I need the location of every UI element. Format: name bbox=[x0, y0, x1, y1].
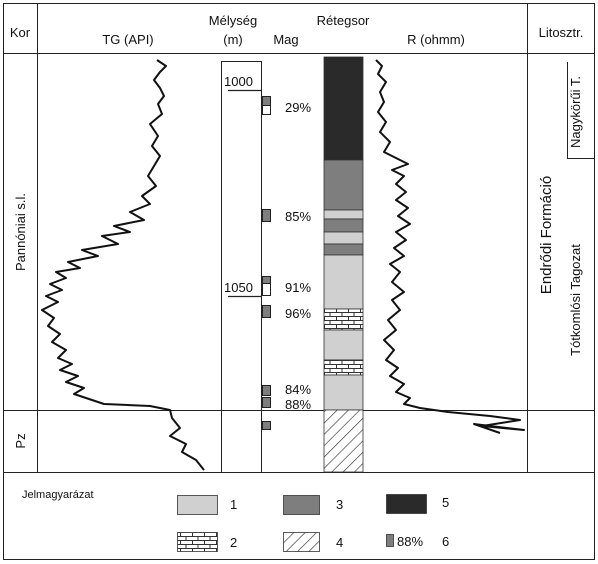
core-marker-empty bbox=[262, 105, 271, 115]
depth-tick-1000: 1000 bbox=[224, 74, 253, 89]
core-marker bbox=[262, 385, 271, 396]
legend-num-1: 1 bbox=[230, 497, 237, 512]
legend-num-4: 4 bbox=[336, 535, 343, 550]
layer-limestone bbox=[323, 359, 364, 376]
legend-num-3: 3 bbox=[336, 497, 343, 512]
r-log-curve bbox=[375, 59, 525, 434]
header-melyseg-unit: (m) bbox=[223, 32, 243, 47]
column-headers: Kor TG (API) Mélység (m) Mag Rétegsor R … bbox=[10, 13, 584, 47]
core-marker bbox=[262, 96, 271, 106]
layer-light bbox=[323, 254, 364, 310]
header-r: R (ohmm) bbox=[407, 32, 465, 47]
header-kor: Kor bbox=[10, 25, 31, 40]
core-recovery-85: 85% bbox=[285, 209, 311, 224]
layer-limestone bbox=[323, 308, 364, 331]
core-recovery-84: 84% bbox=[285, 382, 311, 397]
layer-dark bbox=[323, 56, 364, 161]
layer-basement bbox=[323, 409, 364, 473]
core-recovery-29: 29% bbox=[285, 100, 311, 115]
header-melyseg: Mélység bbox=[209, 13, 257, 28]
core-marker bbox=[262, 421, 271, 430]
header-tg: TG (API) bbox=[102, 32, 153, 47]
header-mag: Mag bbox=[273, 32, 298, 47]
legend-num-2: 2 bbox=[230, 535, 237, 550]
legend-swatch-2 bbox=[177, 532, 218, 552]
core-marker bbox=[262, 397, 271, 408]
layer-medium bbox=[323, 218, 364, 233]
layer-medium bbox=[323, 159, 364, 211]
member-lower-label: Tótkomlósi Tagozat bbox=[568, 244, 583, 356]
formation-label: Endrődi Formáció bbox=[538, 176, 555, 294]
core-marker bbox=[262, 305, 271, 318]
layer-light bbox=[323, 231, 364, 245]
core-marker-empty bbox=[262, 283, 271, 296]
core-recovery-88: 88% bbox=[285, 397, 311, 412]
legend-swatch-4 bbox=[283, 532, 320, 552]
legend-label-6: 88% bbox=[397, 534, 423, 549]
legend-title: Jelmagyarázat bbox=[22, 489, 94, 501]
age-pannonian: Pannóniai s.l. bbox=[13, 193, 28, 271]
stratigraphic-column bbox=[323, 56, 364, 473]
tg-log-curve bbox=[41, 59, 205, 471]
depth-column: 1000 1050 bbox=[221, 61, 262, 473]
layer-light bbox=[323, 209, 364, 220]
core-recovery-labels: 29% 85% 91% 96% 84% 88% bbox=[285, 100, 311, 412]
legend-swatch-6 bbox=[386, 534, 394, 547]
legend-swatch-1 bbox=[177, 495, 218, 515]
member-upper-label: Nagykörűi T. bbox=[568, 76, 583, 148]
legend-swatch-3 bbox=[283, 495, 320, 515]
legend-num-5: 5 bbox=[442, 495, 449, 510]
core-recovery-96: 96% bbox=[285, 306, 311, 321]
lithostratigraphy: Endrődi Formáció Nagykörűi T. Tótkomlósi… bbox=[538, 62, 594, 356]
legend-swatch-5 bbox=[386, 494, 427, 514]
header-litosztr: Litosztr. bbox=[539, 25, 584, 40]
layer-light bbox=[323, 329, 364, 361]
layer-light bbox=[323, 374, 364, 411]
legend-num-6: 6 bbox=[442, 534, 449, 549]
legend: Jelmagyarázat 1 2 3 4 5 88% 6 bbox=[22, 489, 449, 552]
depth-tick-1050: 1050 bbox=[224, 280, 253, 295]
frame bbox=[3, 3, 595, 560]
age-pz: Pz bbox=[13, 433, 28, 448]
layer-medium bbox=[323, 243, 364, 256]
header-retegsor: Rétegsor bbox=[317, 13, 370, 28]
core-marker bbox=[262, 209, 271, 222]
core-marker bbox=[262, 276, 271, 284]
core-recovery-91: 91% bbox=[285, 280, 311, 295]
core-markers bbox=[262, 96, 271, 430]
